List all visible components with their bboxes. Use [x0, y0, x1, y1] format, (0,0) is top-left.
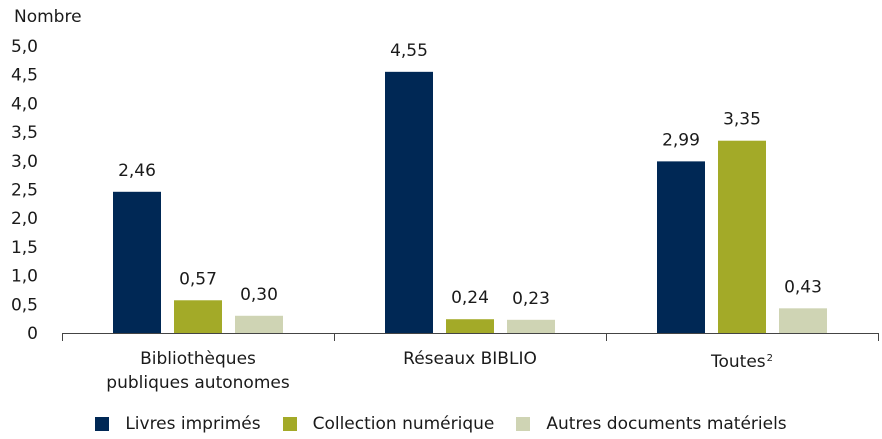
data-label: 2,99: [662, 130, 700, 150]
data-label: 0,24: [451, 288, 489, 308]
y-tick-label: 4,0: [11, 94, 38, 114]
category-label-toutes: Toutes2: [711, 347, 773, 374]
y-tick-label: 3,5: [11, 123, 38, 143]
y-tick-label: 2,0: [11, 209, 38, 229]
y-axis-label: Nombre: [14, 7, 82, 27]
data-label: 2,46: [118, 161, 156, 181]
y-tick-label: 1,5: [11, 238, 38, 258]
category-label-line: Toutes2: [711, 347, 773, 374]
data-label: 3,35: [723, 110, 761, 130]
category-label-line: Bibliothèques: [140, 349, 256, 369]
bar-chart: 0 0,5 1,0 1,5 2,0 2,5 3,0 3,5 4,0 4,5 5,0 2,46 0,57 0…: [11, 37, 879, 344]
category-label-line: publiques autonomes: [106, 373, 290, 393]
legend-label: Autres documents matériels: [546, 414, 787, 434]
bar: [779, 308, 827, 333]
legend-swatch: [282, 417, 297, 431]
category-footnote: 2: [766, 353, 774, 364]
legend-item-livres: Livres imprimés: [95, 414, 261, 434]
y-tick-label: 4,5: [11, 66, 38, 86]
bar: [718, 140, 766, 333]
legend-swatch: [516, 417, 531, 431]
data-label: 0,43: [784, 277, 822, 297]
y-tick-label: 2,5: [11, 181, 38, 201]
bar: [657, 161, 705, 333]
y-tick-label: 5,0: [11, 37, 38, 57]
y-tick-label: 3,0: [11, 152, 38, 172]
legend-item-numerique: Collection numérique: [282, 414, 495, 434]
category-label-reseaux: Réseaux BIBLIO: [403, 347, 537, 371]
bar: [446, 319, 494, 333]
legend-swatch: [95, 417, 110, 431]
legend-item-autres: Autres documents matériels: [516, 414, 787, 434]
y-tick-label: 0: [27, 324, 38, 344]
data-label: 0,30: [240, 285, 278, 305]
category-label-line: Réseaux BIBLIO: [403, 349, 537, 369]
data-label: 0,23: [512, 289, 550, 309]
data-label: 4,55: [390, 41, 428, 61]
bar: [507, 319, 555, 333]
legend-label: Collection numérique: [312, 414, 495, 434]
legend-label: Livres imprimés: [125, 414, 261, 434]
category-label-bibliotheques: Bibliothèques publiques autonomes: [106, 347, 289, 395]
y-tick-label: 1,0: [11, 267, 38, 287]
bar: [235, 315, 283, 333]
y-tick-label: 0,5: [11, 295, 38, 315]
bar: [113, 191, 161, 333]
bar: [385, 71, 433, 333]
legend: Livres imprimés Collection numérique Aut…: [0, 414, 882, 434]
data-label: 0,57: [179, 269, 217, 289]
bar: [174, 300, 222, 333]
category-label-text: Toutes: [710, 352, 766, 372]
